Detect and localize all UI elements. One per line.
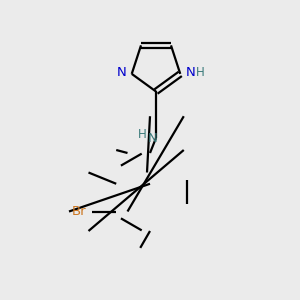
Text: H: H [138, 128, 147, 142]
Text: N: N [117, 67, 127, 80]
Text: N: N [186, 67, 195, 80]
Text: Br: Br [72, 205, 87, 218]
Text: H: H [196, 67, 205, 80]
Text: N: N [148, 131, 157, 145]
